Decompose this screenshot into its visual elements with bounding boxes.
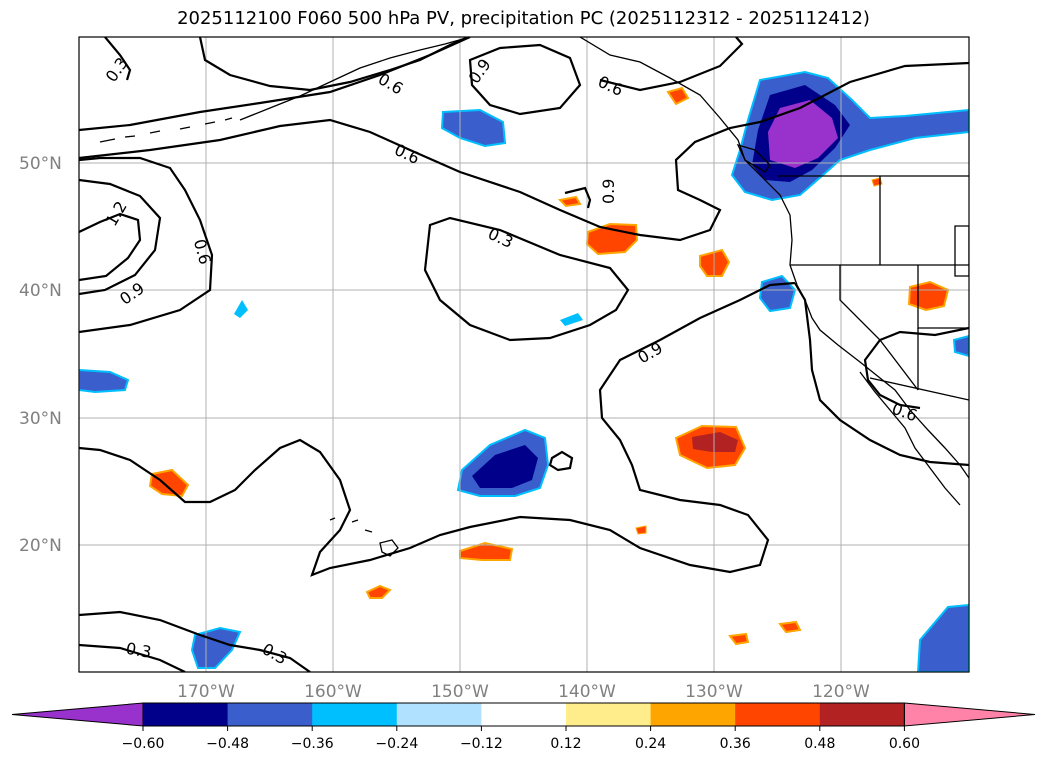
- colorbar-tick-label: 0.48: [804, 736, 835, 752]
- precip-area-west: [79, 368, 130, 394]
- pv-contour-0.6-main: [79, 61, 969, 242]
- latitude-labels: 50°N 40°N 30°N 20°N: [19, 154, 62, 556]
- colorbar-tick-label: −0.48: [206, 736, 249, 752]
- colorbar-swatch: [227, 703, 313, 726]
- pv-contour-0.6-southwest: [863, 326, 969, 410]
- pv-contour-0.6-alaska: [599, 37, 744, 92]
- precip-area-small-4: [728, 632, 750, 646]
- alaska-coast: [239, 37, 471, 121]
- precip-area-hawaii-east: [459, 541, 514, 561]
- pv-contour-0.3-central: [423, 216, 630, 342]
- pv-contour-1.2: [79, 178, 162, 296]
- pv-contour-0.3-southwest-1: [79, 610, 311, 672]
- lon-label: 150°W: [431, 682, 489, 702]
- colorbar-swatch: [143, 703, 229, 726]
- colorbar-swatch: [481, 703, 567, 726]
- colorbar-tick-label: 0.24: [635, 736, 666, 752]
- colorbar-swatch: [650, 703, 736, 726]
- precip-area-southwest: [190, 626, 242, 669]
- precip-area-small-1: [560, 313, 583, 326]
- pv-contour-0.9-west: [79, 212, 142, 282]
- colorbar-swatch: [735, 703, 821, 726]
- contour-label: 0.3: [259, 639, 291, 668]
- precip-area-small-9: [635, 525, 647, 535]
- contour-label: 0.6: [595, 72, 626, 100]
- colorbar-swatch: [312, 703, 398, 726]
- graticule: [79, 37, 969, 672]
- pv-contour-0.6-north-west: [104, 37, 132, 81]
- precip-area-mexico: [916, 603, 969, 672]
- longitude-labels: 170°W 160°W 150°W 140°W 130°W 120°W: [177, 682, 870, 702]
- colorbar-tick-label: −0.12: [460, 736, 503, 752]
- colorbar-tick-label: 0.60: [889, 736, 920, 752]
- colorbar-tick-label: 0.12: [550, 736, 581, 752]
- precip-area-nevada: [907, 280, 950, 312]
- colorbar-tick-label: −0.36: [291, 736, 334, 752]
- precip-area-subtropical-core: [472, 445, 538, 488]
- contour-label: 0.6: [889, 399, 919, 426]
- pv-contour-0.6-california: [794, 282, 969, 467]
- lat-label: 40°N: [19, 281, 62, 301]
- precip-area-arizona: [952, 334, 969, 358]
- alaska-panhandle-coast: [579, 37, 746, 161]
- pv-contour-0.6-upper: [198, 37, 469, 92]
- lat-label: 50°N: [19, 154, 62, 174]
- lat-label: 20°N: [19, 536, 62, 556]
- lat-label: 30°N: [19, 409, 62, 429]
- baja-coast: [859, 371, 961, 506]
- pv-contours: [79, 37, 969, 672]
- precip-area-small-6: [557, 195, 582, 208]
- precip-area-central-core: [692, 432, 738, 452]
- precip-area-northwest-max: [768, 100, 838, 168]
- west-coast: [744, 159, 969, 479]
- hawaii-islands: [329, 517, 399, 557]
- colorbar-swatch: [396, 703, 482, 726]
- precip-area-small-2: [234, 300, 248, 318]
- pv-contour-0.3-southwest-2: [79, 643, 186, 672]
- colorbar-swatch: [566, 703, 652, 726]
- lon-label: 170°W: [177, 682, 235, 702]
- colorbar-extend-high: [903, 702, 1036, 727]
- lon-label: 120°W: [812, 682, 870, 702]
- aleutian-islands: [99, 117, 233, 143]
- colorbar-frame: [142, 702, 905, 727]
- contour-label: 0.9: [599, 179, 618, 204]
- contour-label: 0.3: [124, 639, 152, 662]
- lon-label: 130°W: [685, 682, 743, 702]
- precip-area-small-7: [666, 86, 690, 106]
- colorbar-swatch: [819, 703, 905, 726]
- colorbar-tick-label: 0.36: [720, 736, 751, 752]
- precip-area-california: [758, 274, 797, 313]
- colorbar: −0.60 −0.48 −0.36 −0.24 −0.12 0.12 0.24 0.36 0.4…: [11, 702, 1036, 752]
- pv-contour-small-loop: [548, 450, 574, 472]
- colorbar-tick-label: −0.24: [375, 736, 418, 752]
- pv-contour-0.3-north: [79, 37, 471, 132]
- contour-label: 0.3: [102, 54, 132, 86]
- precip-area-gulf: [440, 108, 507, 148]
- map-frame: [78, 36, 970, 673]
- contour-label: 1.2: [102, 198, 131, 230]
- precip-negative-areas: [79, 70, 969, 672]
- colorbar-tick-label: −0.60: [122, 736, 165, 752]
- contour-label: 0.6: [190, 237, 215, 267]
- coastlines: [99, 37, 969, 557]
- map-title: 2025112100 F060 500 hPa PV, precipitatio…: [177, 8, 870, 29]
- state-borders-3: [954, 225, 969, 277]
- precip-area-small-3: [365, 584, 392, 599]
- state-borders-2: [839, 265, 969, 401]
- colorbar-extend-low: [11, 702, 144, 727]
- vancouver-island: [736, 143, 771, 173]
- contour-label: 0.9: [634, 338, 666, 367]
- precip-area-west-positive: [148, 468, 190, 498]
- pv-contour-0.3-east: [79, 281, 796, 577]
- precip-area-small-5: [778, 620, 802, 634]
- pv-contour-0.6-west: [79, 156, 214, 334]
- lon-label: 160°W: [304, 682, 362, 702]
- pv-contour-0.9-gulf: [468, 43, 582, 116]
- lon-label: 140°W: [558, 682, 616, 702]
- pv-contour-0.9-small: [564, 186, 592, 209]
